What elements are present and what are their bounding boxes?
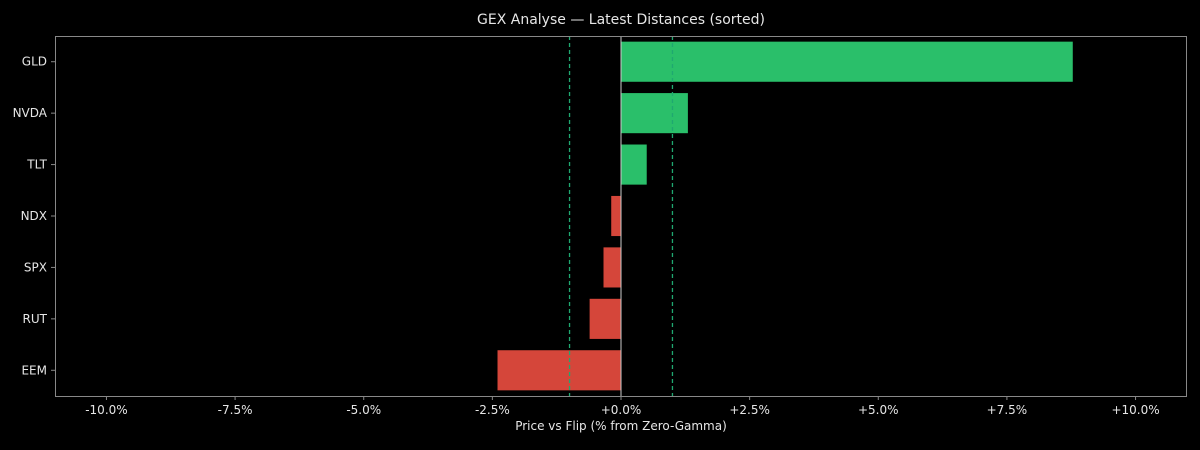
y-tick-label: GLD	[22, 55, 47, 69]
bar-rut	[589, 298, 621, 339]
plot-area: GLD NVDA TLT NDX SPX RUT EEM -10.0% -7.5% -5.0% -2…	[13, 36, 1160, 417]
y-tick-label: NDX	[21, 209, 47, 223]
x-tick-label: -5.0%	[346, 403, 381, 417]
axes-frame	[55, 36, 1187, 397]
y-tick-label: SPX	[24, 260, 47, 274]
bar-ndx	[611, 195, 621, 237]
x-tick-label: +5.0%	[858, 403, 899, 417]
x-tick-label: +2.5%	[729, 403, 770, 417]
x-axis-label: Price vs Flip (% from Zero-Gamma)	[515, 419, 727, 433]
x-tick-label: -2.5%	[475, 403, 510, 417]
y-tick-label: EEM	[21, 363, 47, 377]
bar-nvda	[621, 93, 688, 134]
y-tick-label: NVDA	[13, 106, 48, 120]
y-tick-label: RUT	[23, 312, 48, 326]
bar-gld	[621, 41, 1073, 82]
bar-spx	[603, 247, 621, 288]
bar-tlt	[621, 144, 647, 185]
x-tick-label: +7.5%	[987, 403, 1028, 417]
chart-title: GEX Analyse — Latest Distances (sorted)	[477, 12, 765, 28]
x-tick-label: -7.5%	[218, 403, 253, 417]
x-tick-label: +0.0%	[601, 403, 642, 417]
x-tick-label: -10.0%	[85, 403, 127, 417]
x-tick-label: +10.0%	[1111, 403, 1159, 417]
y-tick-label: TLT	[26, 158, 47, 172]
bar-eem	[497, 350, 621, 391]
